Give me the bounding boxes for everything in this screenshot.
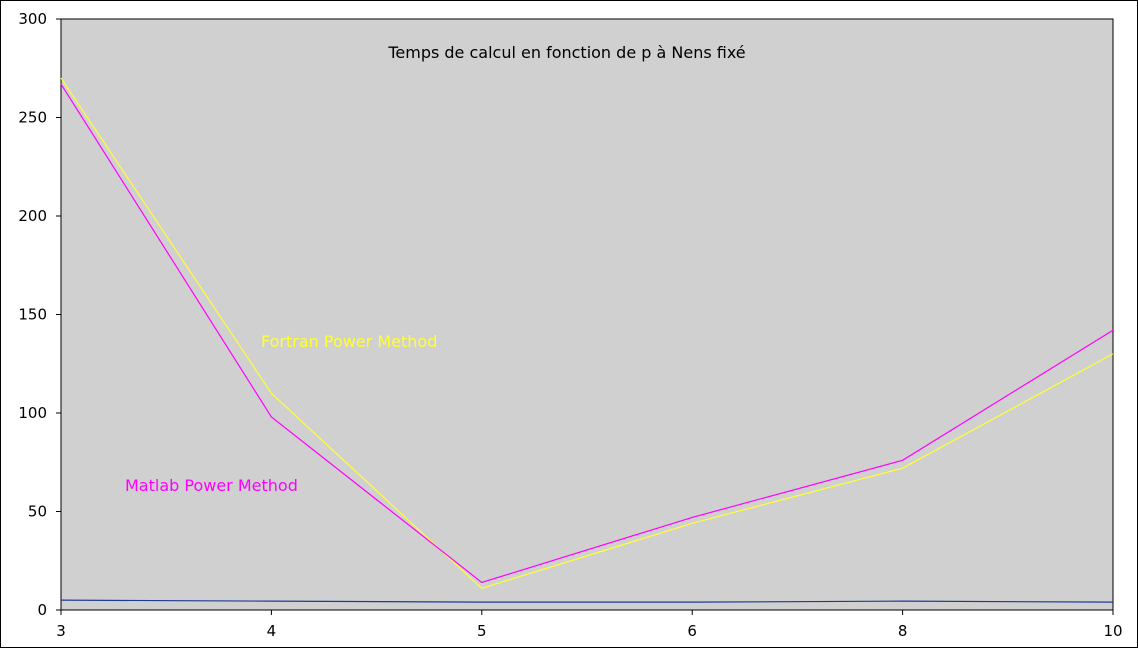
x-tick-label: 3 — [56, 622, 66, 640]
x-tick-label: 4 — [267, 622, 277, 640]
x-tick-label: 6 — [687, 622, 697, 640]
y-tick-label: 200 — [18, 207, 47, 225]
y-tick-label: 150 — [18, 306, 47, 324]
y-tick-label: 0 — [37, 601, 47, 619]
x-tick-label: 10 — [1103, 622, 1122, 640]
y-tick-label: 50 — [28, 503, 47, 521]
x-tick-label: 8 — [898, 622, 908, 640]
plot-area — [61, 19, 1113, 610]
annotation-matlab: Matlab Power Method — [125, 476, 298, 495]
series-line-2 — [60, 599, 1114, 603]
series-line-0 — [60, 77, 1114, 590]
y-tick-label: 100 — [18, 404, 47, 422]
x-tick-label: 5 — [477, 622, 487, 640]
annotation-fortran: Fortran Power Method — [261, 332, 437, 351]
y-tick-label: 250 — [18, 109, 47, 127]
series-lines — [60, 77, 1114, 603]
axes — [56, 18, 1114, 615]
chart-title: Temps de calcul en fonction de p à Nens … — [387, 43, 745, 62]
tick-labels: 0 50 100 150 200 250 300 3 4 5 6 8 10 — [18, 10, 1122, 640]
series-line-1 — [60, 83, 1114, 584]
y-tick-label: 300 — [18, 10, 47, 28]
